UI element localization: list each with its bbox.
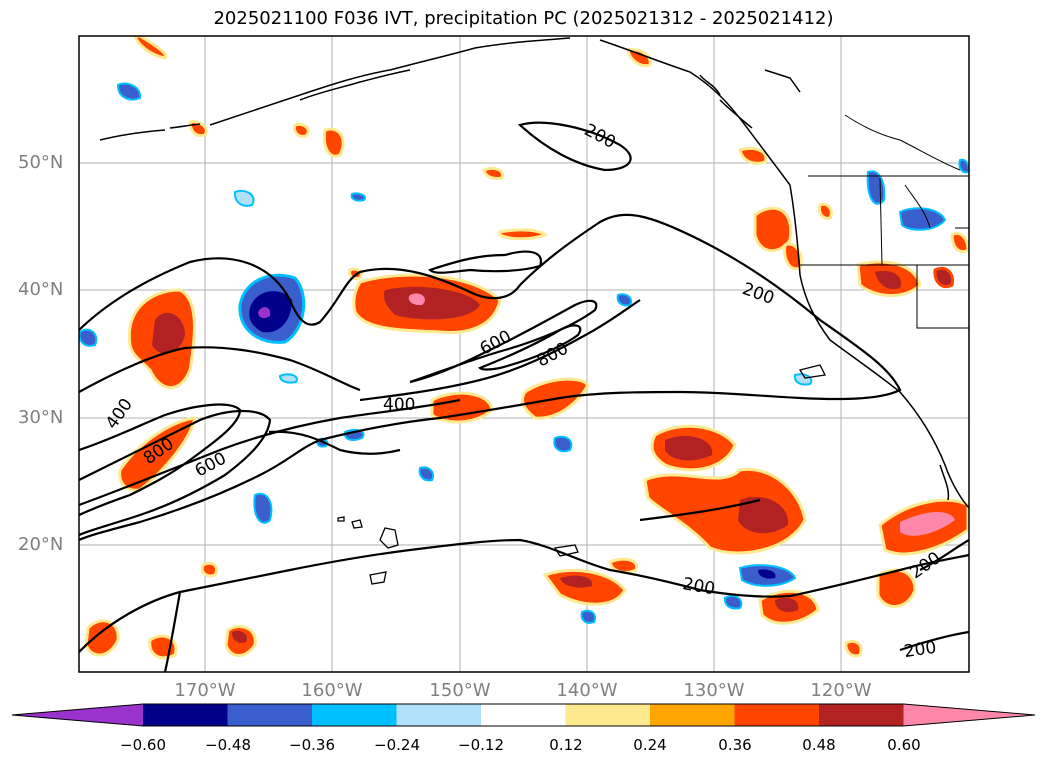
ivt-contours	[79, 121, 969, 672]
colorbar-extend-low	[12, 704, 143, 726]
colorbar-bin	[312, 704, 397, 726]
lon-label-140w: 140°W	[556, 680, 618, 701]
lat-label-40n: 40°N	[18, 279, 64, 300]
lon-label-160w: 160°W	[301, 680, 363, 701]
map-frame-bg	[79, 36, 969, 672]
islands	[337, 364, 826, 585]
colorbar-tick: 0.48	[802, 736, 836, 754]
precip-positive-patches	[84, 36, 969, 660]
colorbar-bin	[481, 704, 566, 726]
colorbar-bin	[734, 704, 820, 726]
colorbar-bin	[227, 704, 313, 726]
colorbar-bin	[819, 704, 904, 726]
colorbar-extend-high	[903, 704, 1035, 726]
map-title: 2025021100 F036 IVT, precipitation PC (2…	[213, 8, 834, 29]
colorbar-bin	[650, 704, 735, 726]
state-borders	[800, 114, 969, 329]
lat-label-30n: 30°N	[18, 407, 64, 428]
colorbar-bin	[396, 704, 482, 726]
colorbar-tick: −0.60	[120, 736, 166, 754]
lat-label-20n: 20°N	[18, 534, 64, 555]
contour-label-400-center: 400	[383, 395, 415, 415]
contour-label-200-corner: 200	[903, 638, 938, 662]
colorbar-tick: 0.36	[718, 736, 752, 754]
coastlines	[99, 37, 969, 509]
lon-label-150w: 150°W	[429, 680, 491, 701]
colorbar-tick: −0.12	[458, 736, 504, 754]
colorbar-tick: −0.36	[289, 736, 335, 754]
colorbar	[11, 703, 1036, 727]
colorbar-tick: 0.12	[549, 736, 583, 754]
lon-label-130w: 130°W	[683, 680, 745, 701]
colorbar-tick: 0.60	[887, 736, 921, 754]
colorbar-outline	[11, 703, 1036, 727]
colorbar-tick: −0.48	[205, 736, 251, 754]
colorbar-tick: −0.24	[374, 736, 420, 754]
lon-label-120w: 120°W	[810, 680, 872, 701]
colorbar-tick: 0.24	[633, 736, 667, 754]
colorbar-bin	[143, 704, 228, 726]
colorbar-bin	[565, 704, 651, 726]
lon-label-170w: 170°W	[174, 680, 236, 701]
map-frame	[78, 35, 970, 673]
lat-label-50n: 50°N	[18, 152, 64, 173]
